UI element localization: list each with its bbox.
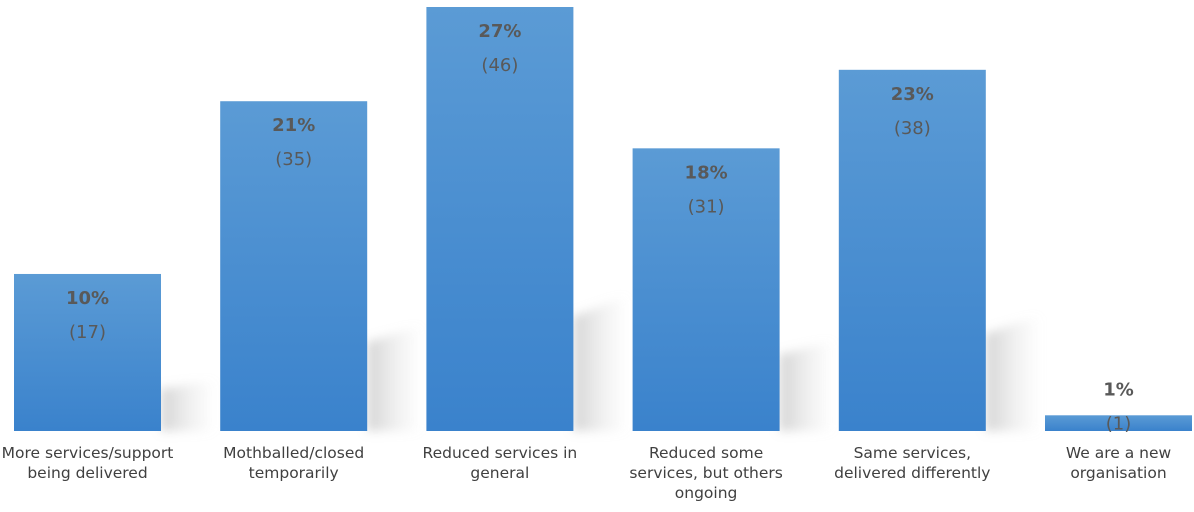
data-label-percent: 1%: [1103, 379, 1134, 400]
bar-shadow: [573, 295, 629, 431]
data-label-count: (35): [275, 149, 312, 170]
bar: [1045, 415, 1192, 431]
bar: [220, 101, 368, 431]
data-label-count: (46): [481, 55, 518, 76]
data-label-percent: 10%: [66, 288, 109, 309]
category-tick-label: More services/support being delivered: [1, 444, 174, 482]
bar: [838, 69, 986, 431]
bar-shadow: [367, 325, 423, 431]
bar: [14, 273, 161, 431]
data-label-count: (31): [688, 196, 725, 217]
data-label-count: (17): [69, 322, 106, 343]
category-tick-label: Reduced some services, but others ongoin…: [629, 444, 783, 502]
data-label-percent: 18%: [685, 162, 728, 183]
category-tick-label: Same services, delivered differently: [834, 444, 991, 482]
category-tick-label: Reduced services in general: [422, 444, 578, 482]
bar-shadow: [161, 380, 216, 431]
data-label-count: (1): [1106, 413, 1132, 434]
data-label-count: (38): [894, 118, 931, 139]
category-tick-label: Mothballed/closed temporarily: [223, 444, 365, 482]
bar: [426, 7, 574, 431]
data-label-percent: 23%: [891, 84, 934, 105]
category-tick-label: We are a new organisation: [1065, 444, 1172, 482]
bar: [632, 148, 780, 432]
data-label-percent: 27%: [478, 21, 521, 42]
bar-shadow: [779, 340, 835, 431]
bar-shadow: [985, 315, 1041, 431]
data-label-percent: 21%: [272, 115, 315, 136]
